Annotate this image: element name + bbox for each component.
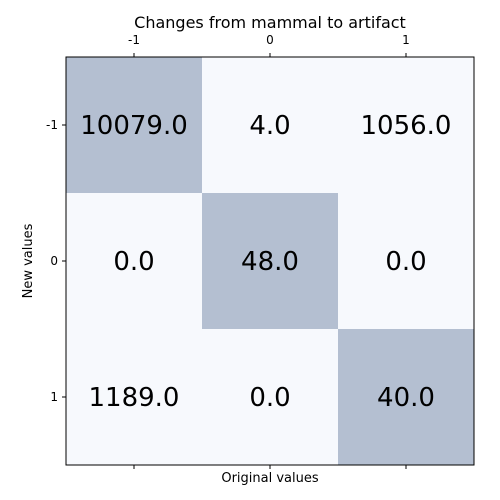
x-tick-label: 1: [402, 33, 410, 47]
y-tick-label: 0: [50, 254, 58, 268]
heatmap-cell-r0-c2: [338, 57, 474, 193]
x-tick-label: 0: [266, 33, 274, 47]
heatmap-cell-r0-c0: [66, 57, 202, 193]
heatmap-cell-r0-c1: [202, 57, 338, 193]
x-axis-ticks: -1 0 1: [128, 33, 410, 469]
heatmap-cell-r1-c0: [66, 193, 202, 329]
cell-value-r1-c1: 48.0: [241, 247, 299, 277]
cell-value-r0-c1: 4.0: [249, 111, 290, 141]
y-axis-ticks: -1 0 1: [46, 118, 66, 404]
heatmap-cells: [66, 57, 474, 465]
heatmap-cell-labels: 10079.0 4.0 1056.0 0.0 48.0 0.0 1189.0 0.0 40.0: [80, 111, 451, 413]
cell-value-r2-c2: 40.0: [377, 383, 435, 413]
x-axis-label: Original values: [221, 471, 319, 486]
cell-value-r1-c2: 0.0: [385, 247, 426, 277]
chart-title: Changes from mammal to artifact: [134, 13, 406, 32]
y-tick-label: 1: [50, 390, 58, 404]
cell-value-r2-c1: 0.0: [249, 383, 290, 413]
x-tick-label: -1: [128, 33, 140, 47]
heatmap-cell-r2-c0: [66, 329, 202, 465]
heatmap-cell-r1-c2: [338, 193, 474, 329]
heatmap-cell-r1-c1: [202, 193, 338, 329]
y-axis-label: New values: [21, 223, 36, 298]
heatmap-cell-r2-c1: [202, 329, 338, 465]
cell-value-r0-c2: 1056.0: [361, 111, 452, 141]
cell-value-r2-c0: 1189.0: [89, 383, 180, 413]
y-tick-label: -1: [46, 118, 58, 132]
cell-value-r1-c0: 0.0: [113, 247, 154, 277]
cell-value-r0-c0: 10079.0: [80, 111, 188, 141]
heatmap-cell-r2-c2: [338, 329, 474, 465]
